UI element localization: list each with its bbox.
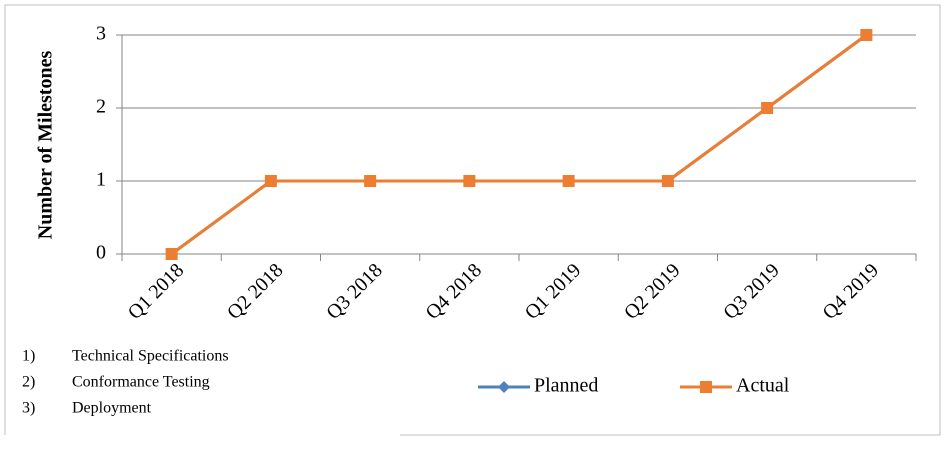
y-axis-label: Number of Milestones xyxy=(35,51,57,240)
note-number: 1) xyxy=(22,348,35,365)
data-point xyxy=(463,175,476,187)
note-number: 3) xyxy=(22,400,35,417)
series-line xyxy=(170,33,868,256)
x-tick-label: Q2 2018 xyxy=(223,259,288,324)
data-point xyxy=(860,29,873,41)
data-point xyxy=(761,102,774,114)
y-tick-label: 0 xyxy=(96,242,106,264)
chart-frame xyxy=(4,4,941,436)
data-point xyxy=(562,175,575,187)
x-tick-label: Q4 2018 xyxy=(421,259,486,324)
legend-label: Actual xyxy=(736,375,790,397)
data-point xyxy=(661,175,674,187)
note-number: 2) xyxy=(22,374,35,391)
x-tick-label: Q3 2019 xyxy=(719,259,784,324)
x-tick-label: Q1 2019 xyxy=(521,259,586,324)
data-point xyxy=(264,175,277,187)
data-point xyxy=(165,248,178,260)
y-tick-label: 1 xyxy=(96,169,106,191)
x-tick-label: Q4 2019 xyxy=(818,259,883,324)
series-line xyxy=(170,33,868,256)
x-tick-label: Q3 2018 xyxy=(322,259,387,324)
legend-marker xyxy=(700,381,712,393)
note-text: Technical Specifications xyxy=(72,348,229,365)
x-tick-label: Q1 2018 xyxy=(124,259,189,324)
y-tick-label: 3 xyxy=(96,23,106,45)
note-text: Conformance Testing xyxy=(72,374,210,391)
note-text: Deployment xyxy=(72,400,152,417)
legend-marker xyxy=(498,381,510,393)
legend-label: Planned xyxy=(534,375,598,397)
y-tick-label: 2 xyxy=(96,96,106,118)
x-tick-label: Q2 2019 xyxy=(620,259,685,324)
data-point xyxy=(364,175,377,187)
